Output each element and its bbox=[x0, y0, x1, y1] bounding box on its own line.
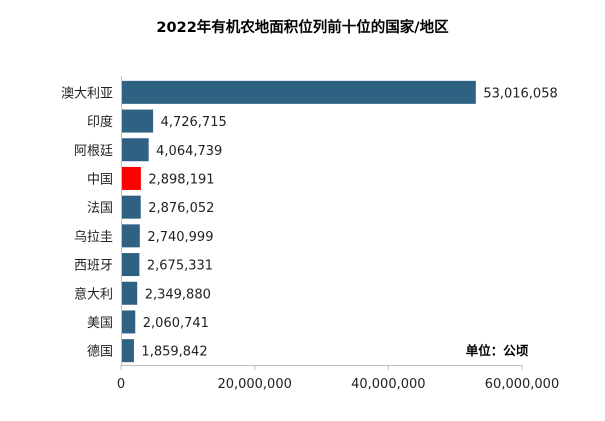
data-label: 4,064,739 bbox=[156, 144, 222, 159]
x-tick-label: 40,000,000 bbox=[351, 377, 425, 392]
x-tick-label: 0 bbox=[117, 377, 125, 392]
data-label: 1,859,842 bbox=[141, 345, 207, 360]
category-label: 乌拉圭 bbox=[74, 229, 113, 245]
category-label: 中国 bbox=[87, 172, 113, 187]
bar bbox=[121, 80, 476, 104]
x-tick-label: 20,000,000 bbox=[217, 377, 291, 392]
category-label: 德国 bbox=[87, 345, 113, 360]
bar bbox=[121, 109, 154, 133]
data-label: 2,675,331 bbox=[147, 259, 213, 274]
category-label: 印度 bbox=[87, 114, 113, 130]
data-label: 2,060,741 bbox=[143, 316, 209, 331]
data-label: 2,349,880 bbox=[145, 287, 211, 302]
bar bbox=[121, 253, 140, 277]
category-label: 西班牙 bbox=[74, 259, 113, 274]
bar bbox=[121, 339, 134, 363]
category-label: 美国 bbox=[87, 316, 113, 331]
category-label: 阿根廷 bbox=[74, 144, 113, 159]
bar bbox=[121, 138, 149, 162]
bar bbox=[121, 224, 140, 248]
category-label: 法国 bbox=[87, 201, 113, 216]
bar bbox=[121, 166, 141, 190]
unit-note: 单位：公顷 bbox=[466, 343, 529, 358]
x-tick-label: 60,000,000 bbox=[485, 377, 559, 392]
data-label: 4,726,715 bbox=[161, 115, 227, 130]
data-label: 2,876,052 bbox=[148, 201, 214, 216]
bar bbox=[121, 195, 141, 219]
bar bbox=[121, 281, 138, 305]
bar bbox=[121, 310, 136, 334]
category-label: 意大利 bbox=[74, 286, 113, 302]
category-label: 澳大利亚 bbox=[61, 85, 113, 101]
data-label: 2,740,999 bbox=[147, 230, 213, 245]
data-label: 53,016,058 bbox=[483, 86, 557, 101]
data-label: 2,898,191 bbox=[148, 172, 214, 187]
chart-title: 2022年有机农地面积位列前十位的国家/地区 bbox=[156, 20, 449, 36]
